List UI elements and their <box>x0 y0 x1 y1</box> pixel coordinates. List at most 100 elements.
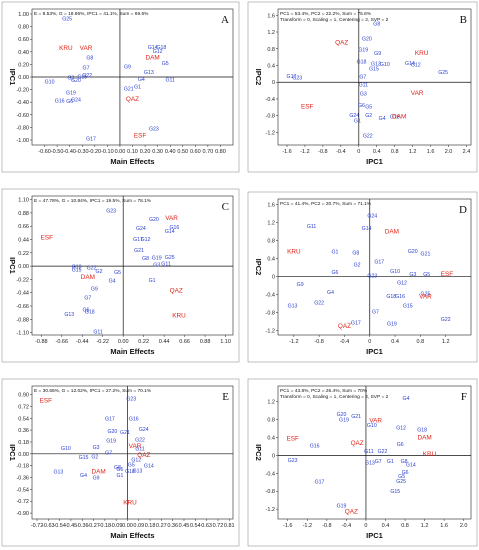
x-tick-label: -0.4 <box>340 339 349 345</box>
y-tick-label: 0.18 <box>18 440 29 446</box>
x-tick-label: 0.09 <box>133 523 144 529</box>
genotype-point: G8 <box>114 465 121 471</box>
genotype-point: G10 <box>390 269 400 275</box>
environment-point: DAM <box>392 114 406 121</box>
genotype-point: G22 <box>82 73 92 79</box>
x-tick-label: -0.66 <box>56 339 69 345</box>
y-tick-label: 0.4 <box>267 435 275 441</box>
genotype-point: G7 <box>84 296 91 302</box>
genotype-point: G16 <box>310 444 320 450</box>
x-axis-label: Main Effects <box>110 531 154 540</box>
genotype-point: G2 <box>365 113 372 119</box>
genotype-point: G22 <box>363 133 373 139</box>
genotype-point: G4 <box>109 279 116 285</box>
genotype-point: G5 <box>365 105 372 111</box>
genotype-point: G19 <box>106 439 116 445</box>
x-tick-label: -1.2 <box>300 149 309 155</box>
x-tick-label: 0.70 <box>203 149 214 155</box>
environment-point: KRU <box>172 313 186 320</box>
x-tick-label: 2.0 <box>460 523 468 529</box>
genotype-point: G6 <box>397 442 404 448</box>
x-tick-label: -0.36 <box>76 523 89 529</box>
environment-point: DAM <box>385 228 399 235</box>
environment-point: VAR <box>165 215 178 222</box>
genotype-point: G6 <box>331 270 338 276</box>
genotype-point: G13 <box>371 61 381 67</box>
genotype-point: G12 <box>131 458 141 464</box>
genotype-point: G1 <box>116 473 123 479</box>
genotype-point: G22 <box>378 449 388 455</box>
y-tick-label: -0.88 <box>16 317 29 323</box>
environment-point: QAZ <box>345 508 358 515</box>
environment-point: ESF <box>301 104 314 111</box>
x-tick-label: -1.2 <box>289 339 298 345</box>
x-axis-label: IPC1 <box>366 531 383 540</box>
genotype-point: G19 <box>339 418 349 424</box>
x-tick-label: -0.30 <box>76 149 89 155</box>
x-tick-label: 0.4 <box>373 149 381 155</box>
genotype-point: G16 <box>390 115 400 121</box>
genotype-point: G1 <box>354 118 361 124</box>
x-tick-label: 0.8 <box>391 149 399 155</box>
genotype-point: G22 <box>87 265 97 271</box>
panel-letter: A <box>221 14 229 26</box>
y-tick-label: 0.36 <box>18 428 29 434</box>
genotype-point: G4 <box>327 290 334 296</box>
genotype-point: G10 <box>367 423 377 429</box>
environment-point: QAZ <box>335 39 348 46</box>
stats-text: Transform = 0, Scaling = 1, Centering = … <box>280 17 389 23</box>
x-axis-label: IPC1 <box>366 347 383 356</box>
x-tick-label: 0.00 <box>115 149 126 155</box>
x-tick-label: -0.27 <box>87 523 100 529</box>
y-tick-label: 1.10 <box>18 198 29 204</box>
x-tick-label: -0.18 <box>99 523 112 529</box>
genotype-point: G18 <box>386 294 396 300</box>
panel-e: -0.72-0.63-0.54-0.45-0.36-0.27-0.18-0.09… <box>1 378 240 547</box>
x-tick-label: 0.27 <box>156 523 167 529</box>
genotype-point: G20 <box>408 249 418 255</box>
y-tick-label: 0 <box>272 274 275 280</box>
environment-point: ESF <box>134 133 147 140</box>
panel-frame <box>1 188 240 363</box>
genotype-point: G12 <box>397 280 407 286</box>
environment-point: VAR <box>411 90 424 97</box>
x-tick-label: 0.10 <box>127 149 138 155</box>
y-tick-label: 0 <box>272 80 275 86</box>
y-tick-label: 0.8 <box>267 418 275 424</box>
y-tick-label: -0.36 <box>16 476 29 482</box>
genotype-point: G21 <box>421 251 431 257</box>
genotype-point: G10 <box>72 265 82 271</box>
x-tick-label: 0.22 <box>138 339 149 345</box>
x-tick-label: -0.8 <box>314 339 323 345</box>
genotype-point: G23 <box>367 274 377 280</box>
environment-point: KRU <box>123 500 137 507</box>
x-tick-label: -1.6 <box>282 149 291 155</box>
x-tick-label: 1.2 <box>421 523 429 529</box>
x-tick-label: 0.44 <box>159 339 170 345</box>
genotype-point: G18 <box>85 309 95 315</box>
genotype-point: G24 <box>139 427 149 433</box>
environment-point: QAZ <box>170 287 183 294</box>
panel-frame <box>247 191 478 363</box>
x-tick-label: -0.88 <box>35 339 48 345</box>
y-tick-label: -1.2 <box>266 328 275 334</box>
y-tick-label: 0.72 <box>18 404 29 410</box>
genotype-point: G13 <box>144 70 154 76</box>
panel-letter: F <box>461 391 467 403</box>
genotype-point: G19 <box>387 322 397 328</box>
x-tick-label: 0.4 <box>382 523 390 529</box>
genotype-point: G22 <box>135 437 145 443</box>
panel-c: -0.88 -0.66 -0.44 -0.22 0.00 0.22 0.44 0.66 0.88… <box>1 188 240 363</box>
x-tick-label: -1.6 <box>283 523 292 529</box>
genotype-point: G13 <box>365 461 375 467</box>
y-tick-label: -0.18 <box>16 464 29 470</box>
x-tick-label: 1.2 <box>409 149 417 155</box>
panel-letter: B <box>460 14 467 26</box>
genotype-point: G24 <box>349 113 359 119</box>
x-tick-label: 0.36 <box>167 523 178 529</box>
y-tick-label: 0.22 <box>18 251 29 257</box>
genotype-point: G23 <box>288 458 298 464</box>
genotype-point: G10 <box>45 79 55 85</box>
genotype-point: G25 <box>62 16 72 22</box>
genotype-point: G20 <box>337 412 347 418</box>
